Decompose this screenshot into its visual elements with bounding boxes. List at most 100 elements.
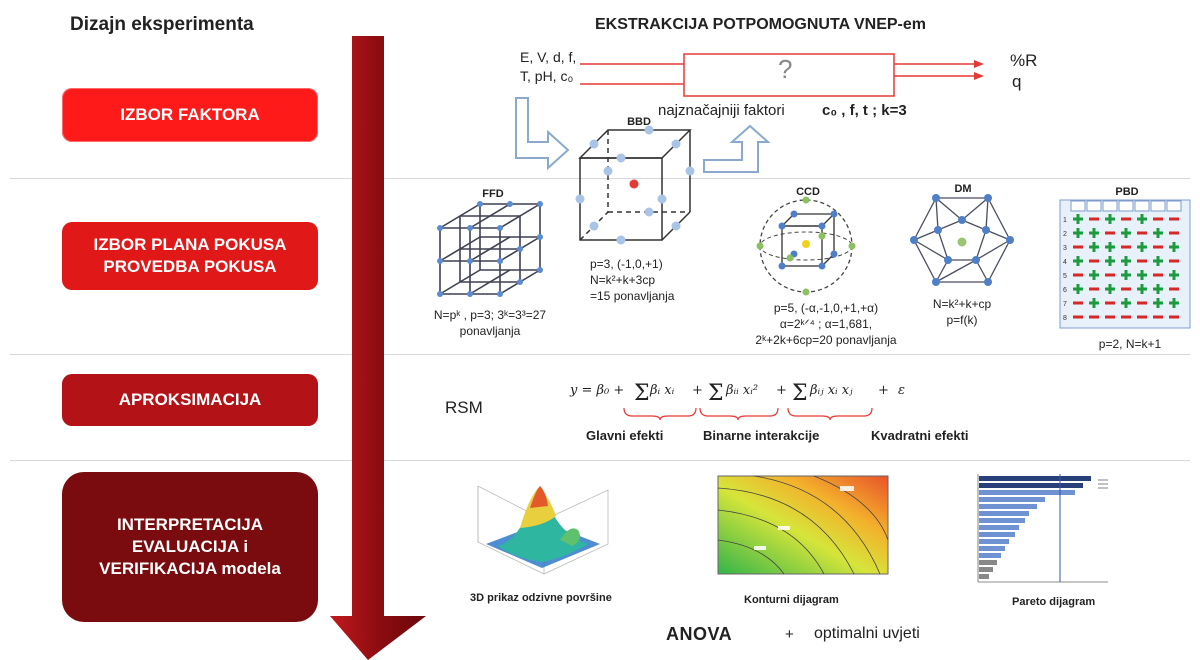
surface-plot-caption: 3D prikaz odzivne površine bbox=[470, 592, 612, 604]
bbd-diagram bbox=[575, 125, 695, 245]
pareto-bar bbox=[979, 476, 1091, 481]
pbd-label: PBD bbox=[1115, 186, 1139, 198]
pbd-plus-mark bbox=[1073, 284, 1083, 294]
pbd-plus-mark bbox=[1089, 298, 1099, 308]
step-design-selection: IZBOR PLANA POKUSA PROVEDBA POKUSA bbox=[62, 222, 318, 290]
pbd-row-number: 2 bbox=[1063, 231, 1067, 238]
svg-text:Σ: Σ bbox=[792, 381, 808, 406]
step-label: APROKSIMACIJA bbox=[118, 389, 262, 409]
svg-text:+: + bbox=[878, 383, 889, 398]
pbd-plus-mark bbox=[1105, 284, 1115, 294]
pareto-bar bbox=[979, 574, 989, 579]
pareto-bar bbox=[979, 497, 1045, 502]
pbd-plus-mark bbox=[1137, 214, 1147, 224]
bbd-label: BBD bbox=[627, 116, 651, 128]
pbd-plus-mark bbox=[1153, 298, 1163, 308]
pbd-plus-mark bbox=[1121, 270, 1131, 280]
pbd-plus-mark bbox=[1089, 228, 1099, 238]
svg-text:ε: ε bbox=[898, 383, 905, 398]
pbd-plus-mark bbox=[1105, 214, 1115, 224]
contour-plot-caption: Konturni dijagram bbox=[744, 594, 839, 606]
ffd-diagram bbox=[437, 201, 543, 297]
black-box-diagram bbox=[580, 53, 984, 97]
rsm-formula: y = β₀ + Σ βᵢ xᵢ + Σ βᵢᵢ xᵢ² + Σ βᵢⱼ xᵢ … bbox=[569, 381, 905, 421]
pareto-bar bbox=[979, 504, 1037, 509]
input-factors: E, V, d, f, T, pH, c₀ bbox=[520, 49, 577, 84]
significant-factors-vars: c₀ , f, t ; k=3 bbox=[822, 102, 907, 119]
pareto-bar bbox=[979, 532, 1015, 537]
pbd-plus-mark bbox=[1169, 270, 1179, 280]
step-approximation: APROKSIMACIJA bbox=[62, 374, 318, 426]
dm-diagram bbox=[910, 194, 1014, 286]
row-divider bbox=[10, 460, 1190, 461]
svg-text:Σ: Σ bbox=[634, 381, 650, 406]
pareto-bar bbox=[979, 525, 1019, 530]
step-factor-selection: IZBOR FAKTORA bbox=[62, 88, 318, 142]
pbd-plus-mark bbox=[1137, 270, 1147, 280]
pareto-bar bbox=[979, 539, 1009, 544]
pbd-header-cell bbox=[1086, 200, 1102, 212]
plus-sign: + bbox=[785, 626, 794, 643]
rsm-label: RSM bbox=[445, 398, 483, 417]
pbd-header-cell bbox=[1150, 200, 1166, 212]
ffd-label: FFD bbox=[482, 188, 504, 200]
dm-caption: N=k²+k+cp p=f(k) bbox=[932, 297, 992, 328]
pbd-plus-mark bbox=[1153, 256, 1163, 266]
pareto-bar bbox=[979, 511, 1029, 516]
pbd-diagram: 1 2 3 4 5 6 7 8 bbox=[1059, 199, 1191, 329]
pbd-row-number: 7 bbox=[1063, 301, 1067, 308]
pbd-plus-mark bbox=[1073, 228, 1083, 238]
surface-plot-thumbnail bbox=[477, 485, 609, 575]
pbd-plus-mark bbox=[1089, 270, 1099, 280]
pareto-bar bbox=[979, 553, 1001, 558]
step-label: IZBOR PLANA POKUSA PROVEDBA POKUSA bbox=[93, 234, 287, 276]
pbd-row-number: 6 bbox=[1063, 287, 1067, 294]
output-capacity: q bbox=[1012, 72, 1022, 91]
term-quadratic-effects: Kvadratni efekti bbox=[871, 428, 969, 443]
pbd-row-number: 4 bbox=[1063, 259, 1067, 266]
pbd-plus-mark bbox=[1169, 298, 1179, 308]
pbd-plus-mark bbox=[1073, 214, 1083, 224]
optimal-conditions-label: optimalni uvjeti bbox=[814, 625, 920, 642]
pareto-bar bbox=[979, 518, 1025, 523]
term-main-effects: Glavni efekti bbox=[586, 428, 664, 443]
pareto-bar bbox=[979, 483, 1083, 488]
pbd-header-cell bbox=[1134, 200, 1150, 212]
svg-text:+: + bbox=[776, 383, 787, 398]
term-binary-interactions: Binarne interakcije bbox=[703, 428, 820, 443]
pareto-bar bbox=[979, 490, 1075, 495]
svg-text:βᵢ xᵢ: βᵢ xᵢ bbox=[649, 383, 675, 398]
pareto-bar bbox=[979, 560, 997, 565]
svg-text:βᵢⱼ xᵢ xⱼ: βᵢⱼ xᵢ xⱼ bbox=[809, 383, 853, 398]
svg-text:y = β₀ +: y = β₀ + bbox=[569, 383, 624, 398]
svg-text:βᵢᵢ xᵢ²: βᵢᵢ xᵢ² bbox=[725, 383, 758, 398]
pareto-bar bbox=[979, 546, 1005, 551]
pbd-header-cell bbox=[1070, 200, 1086, 212]
pareto-chart-caption: Pareto dijagram bbox=[1012, 596, 1096, 608]
dm-label: DM bbox=[954, 183, 972, 195]
pbd-row-number: 3 bbox=[1063, 245, 1067, 252]
process-arrow bbox=[330, 36, 426, 660]
ccd-label: CCD bbox=[796, 186, 820, 198]
right-title: EKSTRAKCIJA POTPOMOGNUTA VNEP-em bbox=[595, 16, 926, 33]
left-title: Dizajn eksperimenta bbox=[70, 14, 254, 35]
significant-factors-label: najznačajniji faktori bbox=[658, 102, 785, 119]
ffd-caption: N=pᵏ , p=3; 3ᵏ=3³=27 ponavljanja bbox=[433, 308, 547, 339]
pbd-plus-mark bbox=[1169, 242, 1179, 252]
svg-text:Σ: Σ bbox=[708, 381, 724, 406]
pbd-row-number: 1 bbox=[1063, 217, 1067, 224]
bbd-caption: p=3, (-1,0,+1) N=k²+k+3cp =15 ponavljanj… bbox=[590, 257, 675, 304]
pbd-header-cell bbox=[1166, 200, 1182, 212]
step-label: IZBOR FAKTORA bbox=[120, 104, 260, 124]
pbd-plus-mark bbox=[1105, 242, 1115, 252]
row-divider bbox=[10, 178, 1190, 179]
pbd-plus-mark bbox=[1121, 256, 1131, 266]
black-box-question: ? bbox=[778, 54, 793, 84]
pbd-row-number: 5 bbox=[1063, 273, 1067, 280]
row-divider bbox=[10, 354, 1190, 355]
contour-plot-thumbnail bbox=[717, 475, 889, 575]
pbd-header-cell bbox=[1118, 200, 1134, 212]
pbd-plus-mark bbox=[1121, 228, 1131, 238]
pbd-plus-mark bbox=[1105, 256, 1115, 266]
pbd-caption: p=2, N=k+1 bbox=[1098, 337, 1162, 351]
